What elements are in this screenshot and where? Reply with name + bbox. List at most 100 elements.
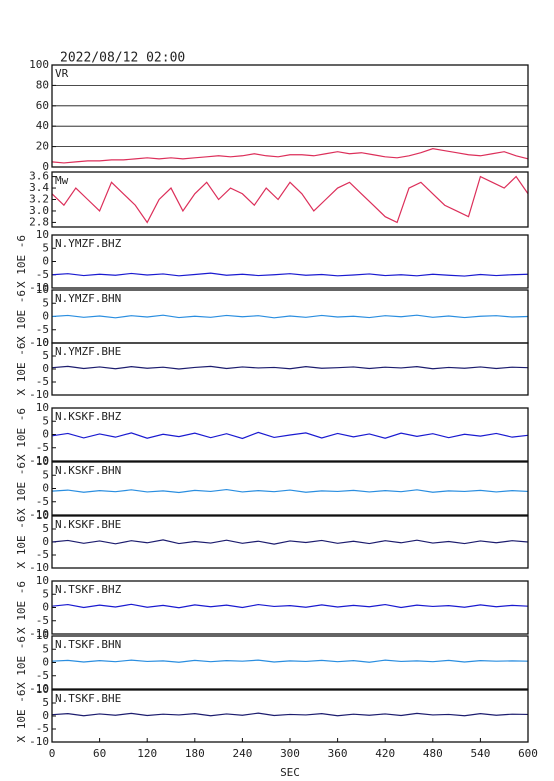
x-tick-label: 240 <box>232 747 252 760</box>
panel-label: N.YMZF.BHZ <box>55 237 122 250</box>
y-tick-label: 0 <box>42 160 49 173</box>
y-axis-label: X 10E -6 <box>15 516 28 569</box>
chart-title: 2022/08/12 02:00 <box>60 51 185 66</box>
x-tick-label: 300 <box>280 747 300 760</box>
data-line <box>51 175 529 224</box>
y-axis-label: X 10E -6 <box>15 636 28 689</box>
y-tick-label: -10 <box>29 735 49 748</box>
y-tick-label: -5 <box>36 268 49 281</box>
y-tick-label: -10 <box>29 627 49 640</box>
panel-label: N.TSKF.BHE <box>55 692 121 705</box>
panel-label: N.YMZF.BHN <box>55 292 121 305</box>
y-tick-label: 10 <box>36 401 49 414</box>
y-tick-label: -10 <box>29 682 49 695</box>
panel-frame <box>51 342 529 396</box>
y-tick-label: 0 <box>42 535 49 548</box>
y-tick-label: -5 <box>36 669 49 682</box>
y-tick-label: 0 <box>42 601 49 614</box>
data-line <box>51 659 529 663</box>
y-tick-label: 10 <box>36 509 49 522</box>
panel-label: N.KSKF.BHZ <box>55 410 122 423</box>
panel-frame <box>51 461 529 516</box>
x-tick-label: 480 <box>423 747 443 760</box>
y-tick-label: 10 <box>36 336 49 349</box>
panel-label: N.TSKF.BHN <box>55 638 121 651</box>
y-tick-label: 5 <box>42 241 49 254</box>
y-tick-label: 10 <box>36 228 49 241</box>
y-tick-label: 3.4 <box>29 181 49 194</box>
y-tick-label: -5 <box>36 614 49 627</box>
y-tick-label: 10 <box>36 574 49 587</box>
y-tick-label: 0 <box>42 709 49 722</box>
y-tick-label: 5 <box>42 642 49 655</box>
data-line <box>51 148 529 164</box>
y-axis-label: X 10E -6 <box>15 581 28 634</box>
y-tick-label: -10 <box>29 336 49 349</box>
y-tick-label: -5 <box>36 548 49 561</box>
x-tick-label: 60 <box>93 747 106 760</box>
y-tick-label: -10 <box>29 281 49 294</box>
y-tick-label: 80 <box>36 78 49 91</box>
y-tick-label: -10 <box>29 508 49 521</box>
data-line <box>51 272 529 277</box>
panel-label: Mw <box>55 174 69 187</box>
y-tick-label: 3.6 <box>29 170 49 183</box>
y-tick-label: 100 <box>29 58 49 71</box>
data-line <box>51 365 529 370</box>
panel-frame <box>51 407 529 462</box>
panel-frame <box>51 580 529 635</box>
panel-label: N.TSKF.BHZ <box>55 583 122 596</box>
y-tick-label: 5 <box>42 349 49 362</box>
x-tick-label: 0 <box>49 747 56 760</box>
y-tick-label: -5 <box>36 495 49 508</box>
y-axis-label: X 10E -6 <box>15 343 28 396</box>
y-tick-label: 5 <box>42 587 49 600</box>
x-tick-label: 540 <box>470 747 490 760</box>
y-tick-label: 0 <box>42 255 49 268</box>
y-tick-label: 0 <box>42 656 49 669</box>
y-axis-label: X 10E -6 <box>15 462 28 515</box>
data-line <box>51 539 529 545</box>
data-line <box>51 603 529 609</box>
y-tick-label: 60 <box>36 99 49 112</box>
y-tick-label: -5 <box>36 722 49 735</box>
y-tick-label: -10 <box>29 454 49 467</box>
y-tick-label: 10 <box>36 455 49 468</box>
y-axis-label: X 10E -6 <box>15 235 28 288</box>
data-line <box>51 712 529 717</box>
panel-frame <box>51 515 529 569</box>
y-tick-label: 40 <box>36 119 49 132</box>
y-tick-label: 3.0 <box>29 204 49 217</box>
x-tick-label: 120 <box>137 747 157 760</box>
y-axis-label: X 10E -6 <box>15 408 28 461</box>
panel-frame <box>51 171 529 228</box>
y-tick-label: 20 <box>36 140 49 153</box>
panel-frame <box>51 635 529 690</box>
panel-label: N.KSKF.BHE <box>55 518 121 531</box>
panel-label: N.YMZF.BHE <box>55 345 121 358</box>
panel-label: VR <box>55 67 69 80</box>
y-tick-label: 5 <box>42 696 49 709</box>
panel-frame <box>51 64 529 168</box>
data-line <box>51 488 529 494</box>
y-tick-label: 10 <box>36 629 49 642</box>
y-axis-label: X 10E -6 <box>15 690 28 743</box>
y-tick-label: 5 <box>42 296 49 309</box>
x-tick-label: 420 <box>375 747 395 760</box>
x-tick-label: 600 <box>518 747 538 760</box>
y-tick-label: 0 <box>42 310 49 323</box>
y-tick-label: 3.2 <box>29 193 49 206</box>
data-line <box>51 431 529 440</box>
y-tick-label: -5 <box>36 441 49 454</box>
x-tick-label: 360 <box>328 747 348 760</box>
x-tick-label: 180 <box>185 747 205 760</box>
y-tick-label: -5 <box>36 375 49 388</box>
y-tick-label: -5 <box>36 323 49 336</box>
data-line <box>51 314 529 319</box>
y-axis-label: X 10E -6 <box>15 290 28 343</box>
y-tick-label: 5 <box>42 522 49 535</box>
y-tick-label: 0 <box>42 428 49 441</box>
y-tick-label: 10 <box>36 283 49 296</box>
